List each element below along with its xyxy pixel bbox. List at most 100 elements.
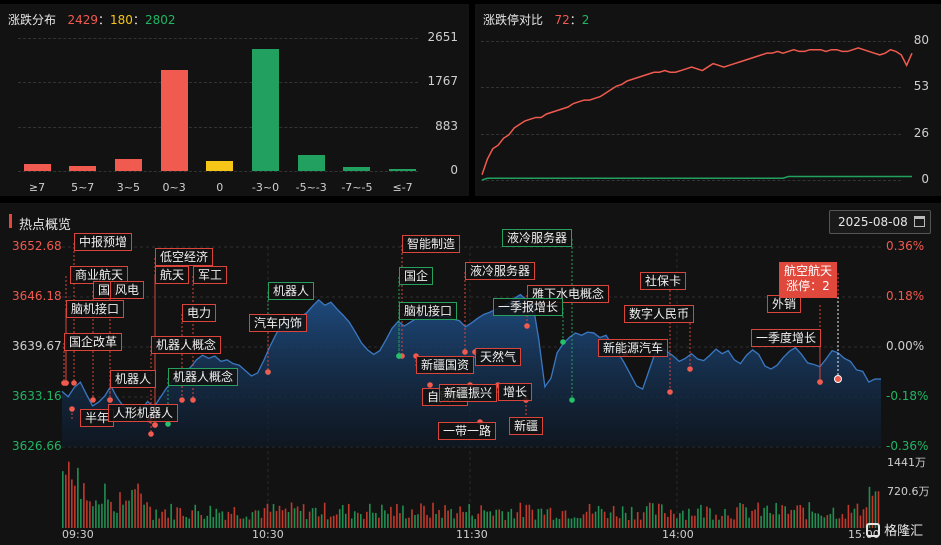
hotspot-tag[interactable]: 新疆 — [509, 417, 544, 435]
volume-bar — [787, 513, 790, 528]
volume-bar — [525, 504, 528, 528]
volume-bar — [200, 514, 203, 528]
volume-bar — [642, 512, 645, 528]
volume-bar — [435, 513, 437, 528]
volume-bar — [654, 514, 657, 528]
hotspot-tag[interactable]: 一季报增长 — [493, 298, 564, 316]
volume-bar — [778, 514, 780, 528]
hotspot-tag[interactable]: 中报预增 — [74, 233, 133, 251]
title-accent — [9, 214, 12, 228]
volume-bar — [528, 504, 531, 528]
volume-bar — [158, 518, 160, 528]
hotspot-tag[interactable]: 智能制造 — [402, 235, 461, 253]
volume-bar — [766, 505, 768, 528]
volume-bar — [95, 500, 97, 528]
volume-bar — [534, 519, 537, 528]
dist-bar-3 — [160, 70, 188, 171]
volume-bar — [390, 506, 392, 528]
hotspot-tag[interactable]: 机器人概念 — [168, 368, 239, 386]
hotspot-tag[interactable]: 社保卡 — [640, 272, 687, 290]
volume-bar — [591, 513, 594, 528]
dist-ytick: 2651 — [427, 30, 458, 44]
volume-bar — [796, 505, 799, 528]
limit-line-chart — [481, 47, 913, 181]
calendar-icon — [914, 216, 925, 227]
volume-bar — [230, 513, 233, 528]
hotspot-tag[interactable]: 数字人民币 — [624, 305, 695, 323]
volume-bar — [808, 502, 811, 528]
volume-bar — [369, 503, 371, 528]
hotspot-tag[interactable]: 半年 — [80, 409, 115, 427]
hotspot-tag[interactable]: 军工 — [193, 266, 228, 284]
volume-bar — [667, 516, 669, 528]
hotspot-tag[interactable]: 低空经济 — [155, 248, 214, 266]
volume-bar — [209, 505, 212, 528]
volume-bar — [507, 511, 510, 528]
volume-bar — [224, 519, 227, 528]
volume-bar — [212, 517, 215, 528]
hotspot-tag[interactable]: 外销 — [767, 295, 802, 313]
up-count: 2429 — [67, 13, 99, 27]
dist-bar-7 — [343, 166, 371, 171]
hotspot-tag[interactable]: 机器人 — [268, 282, 315, 300]
hotspot-tag[interactable]: 一季度增长 — [751, 329, 822, 347]
volume-bar — [588, 503, 591, 528]
volume-bar — [215, 508, 218, 528]
volume-bar — [823, 517, 826, 528]
tag-dot — [71, 380, 77, 386]
volume-bar — [498, 509, 501, 528]
volume-bar — [83, 483, 85, 528]
volume-bar — [814, 513, 817, 528]
hotspot-tag[interactable]: 新疆振兴 — [439, 384, 498, 402]
tag-dot — [560, 339, 566, 345]
volume-bar — [483, 510, 485, 528]
volume-bar — [281, 510, 284, 528]
volume-bar — [606, 518, 609, 528]
volume-bar — [170, 503, 172, 528]
hotspot-tag[interactable]: 汽车内饰 — [249, 314, 308, 332]
volume-bar — [522, 516, 525, 528]
volume-bar — [721, 515, 723, 528]
focus-tooltip[interactable]: 航空航天 涨停：2 — [779, 262, 837, 298]
hotspot-tag[interactable]: 增长 — [498, 383, 533, 401]
date-picker[interactable]: 2025-08-08 — [829, 210, 931, 234]
volume-bar — [366, 511, 368, 528]
volume-bar — [332, 515, 335, 528]
hotspot-tag[interactable]: 天然气 — [475, 348, 522, 366]
sep: ： — [132, 13, 145, 27]
volume-bar — [679, 513, 681, 528]
hotspot-tag[interactable]: 新疆国资 — [416, 356, 475, 374]
hotspot-tag[interactable]: 风电 — [110, 281, 145, 299]
hotspot-tag[interactable]: 脑机接口 — [399, 302, 458, 320]
limit-title: 涨跌停对比 72：2 — [483, 11, 589, 28]
volume-bar — [68, 461, 70, 528]
volume-bar — [706, 506, 708, 528]
tag-dot — [179, 397, 185, 403]
hotspot-tag[interactable]: 液冷服务器 — [465, 262, 536, 280]
volume-bar — [80, 498, 82, 528]
volume-bar — [104, 483, 106, 528]
sep: ： — [98, 13, 111, 27]
volume-bar — [600, 508, 603, 528]
volume-bar — [251, 512, 254, 528]
hotspot-tag[interactable]: 液冷服务器 — [502, 229, 573, 247]
volume-bar — [570, 518, 573, 528]
hotspot-tag[interactable]: 脑机接口 — [66, 300, 125, 318]
dist-ytick: 1767 — [427, 74, 458, 88]
hotspot-tag[interactable]: 国企改革 — [64, 333, 123, 351]
volume-bar — [444, 505, 446, 528]
hotspot-tag[interactable]: 机器人概念 — [151, 336, 222, 354]
hotspot-tag[interactable]: 机器人 — [110, 370, 157, 388]
hotspot-tag[interactable]: 国企 — [399, 267, 434, 285]
volume-bar — [775, 502, 777, 528]
hotspot-tag[interactable]: 航天 — [155, 266, 190, 284]
hotspot-tag[interactable]: 一带一路 — [438, 422, 497, 440]
hotspot-tag[interactable]: 人形机器人 — [108, 404, 179, 422]
volume-bar — [257, 510, 260, 528]
hotspot-tag[interactable]: 电力 — [182, 304, 217, 322]
price-tick: 3633.16 — [12, 389, 62, 403]
volume-bar — [664, 513, 666, 528]
volume-bar — [89, 501, 91, 528]
volume-bar — [236, 515, 239, 528]
hotspot-tag[interactable]: 新能源汽车 — [598, 339, 669, 357]
